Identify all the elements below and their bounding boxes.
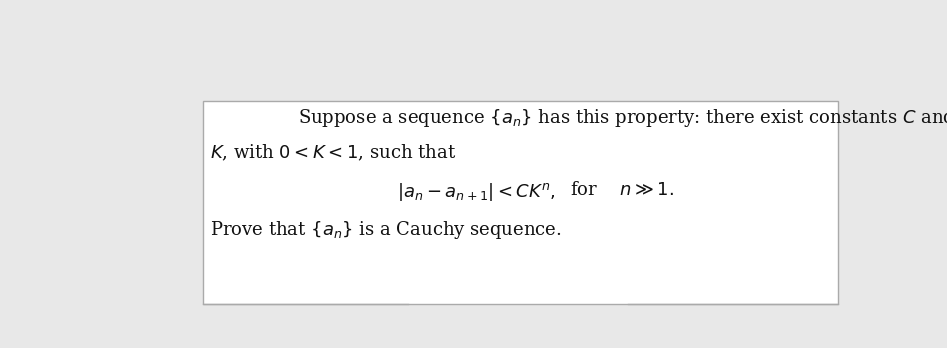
Text: Suppose a sequence $\{a_n\}$ has this property: there exist constants $C$ and: Suppose a sequence $\{a_n\}$ has this pr… [298, 108, 947, 129]
Text: for $\quad n \gg 1.$: for $\quad n \gg 1.$ [570, 181, 673, 199]
Text: $K$, with $0 < K < 1$, such that: $K$, with $0 < K < 1$, such that [210, 142, 456, 163]
Text: $|a_n - a_{n+1}| < CK^n,$: $|a_n - a_{n+1}| < CK^n,$ [398, 181, 556, 203]
FancyBboxPatch shape [203, 101, 838, 304]
Text: Prove that $\{a_n\}$ is a Cauchy sequence.: Prove that $\{a_n\}$ is a Cauchy sequenc… [210, 219, 562, 240]
